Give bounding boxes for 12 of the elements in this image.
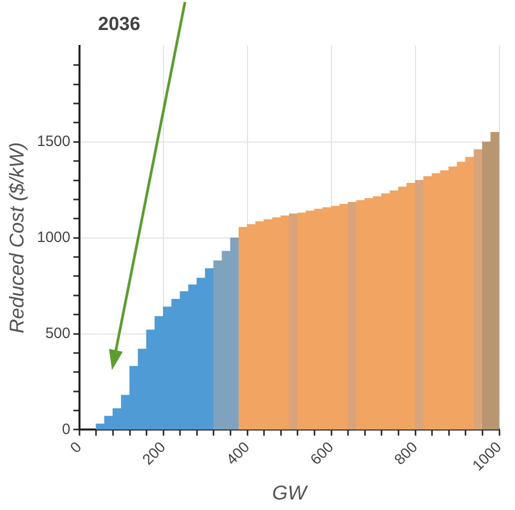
x-tick-label: 800 [391,438,422,468]
chart-title: 2036 [98,14,140,36]
x-tick-label: 400 [223,438,254,468]
y-tick-label: 500 [45,324,70,342]
y-tick-label: 1500 [36,133,70,150]
y-tick-label: 0 [62,420,70,438]
y-axis-title: Reduced Cost ($/kW) [6,142,29,334]
x-axis-title: GW [272,482,309,505]
x-tick-label: 0 [67,438,86,457]
x-tick-label: 200 [139,438,170,468]
x-tick-label: 600 [307,438,338,468]
y-tick-label: 1000 [36,228,70,246]
